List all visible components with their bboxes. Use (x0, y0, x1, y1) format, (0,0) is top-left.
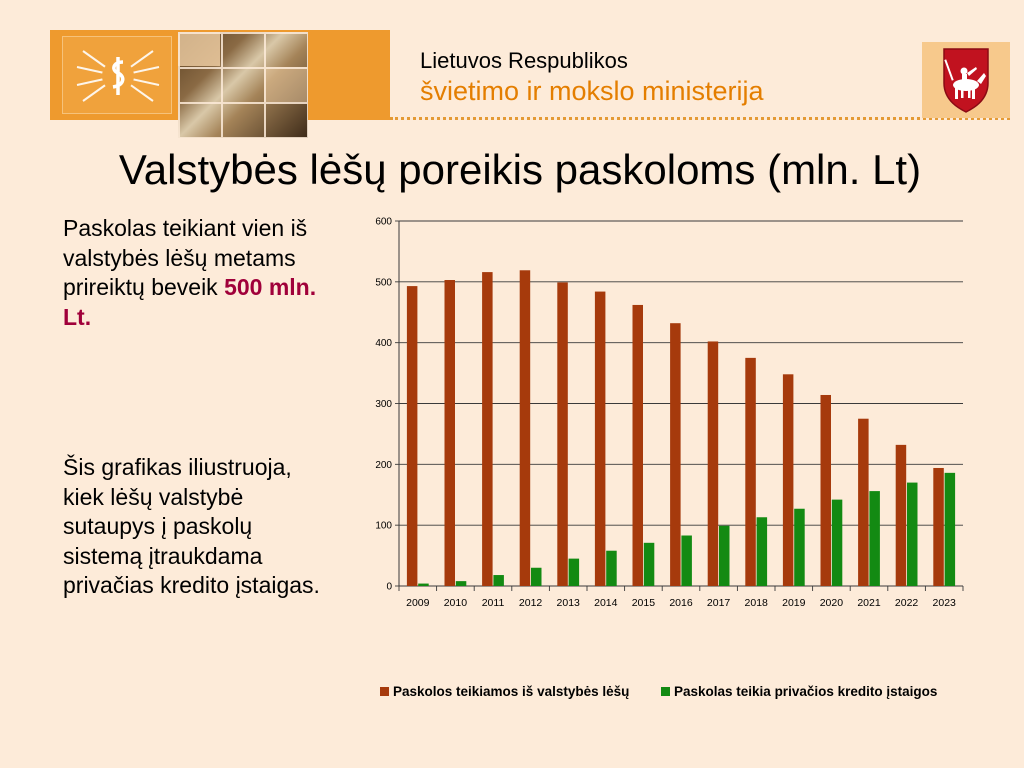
ministry-emblem-icon (62, 36, 172, 114)
x-tick-label: 2011 (482, 597, 505, 609)
bar-state-funds (745, 357, 756, 586)
x-tick-label: 2020 (820, 597, 844, 609)
bar-state-funds (858, 418, 869, 586)
bar-state-funds (519, 270, 531, 586)
bar-private-lenders (756, 517, 768, 586)
ministry-name-line1: Lietuvos Respublikos (420, 48, 628, 73)
bar-private-lenders (455, 581, 467, 586)
legend-label-private: Paskolas teikia privačios kredito įstaig… (674, 684, 937, 699)
bar-private-lenders (869, 491, 880, 586)
x-tick-label: 2019 (782, 597, 806, 609)
legend-label-state: Paskolos teikiamos iš valstybės lėšų (393, 684, 629, 699)
bar-private-lenders (418, 583, 429, 586)
y-tick-label: 100 (375, 521, 392, 532)
bar-private-lenders (944, 472, 956, 586)
chart-axes (395, 220, 964, 591)
y-tick-label: 0 (386, 582, 392, 593)
chart-tick-labels: 0 100 200 300 400 500 600 2009 2010 2011 2012 2013 2… (375, 217, 956, 610)
bar-private-lenders (493, 575, 504, 586)
highlight-amount: 500 mln. Lt. (63, 274, 317, 330)
x-tick-label: 2010 (444, 597, 468, 609)
bar-state-funds (632, 304, 643, 586)
bar-state-funds (782, 374, 794, 586)
legend-swatch-private (661, 687, 670, 696)
header-dotted-rule (390, 117, 1010, 120)
chart-bars (406, 270, 956, 586)
bar-state-funds (933, 467, 944, 586)
bar-state-funds (444, 280, 455, 586)
bar-chart: 0 100 200 300 400 500 600 2009 2010 2011 2012 2013 2… (375, 217, 964, 699)
x-tick-label: 2013 (557, 597, 581, 609)
x-tick-label: 2009 (406, 597, 430, 609)
bar-private-lenders (907, 482, 918, 586)
bar-private-lenders (531, 567, 542, 586)
bar-state-funds (594, 291, 606, 586)
ministry-name-line2: švietimo ir mokslo ministerija (420, 76, 764, 106)
text-paragraph-1: Paskolas teikiant vien iš valstybės lėšų… (63, 214, 323, 332)
text-paragraph-2: Šis grafikas iliustruoja, kiek lėšų vals… (63, 454, 320, 598)
y-tick-label: 400 (375, 338, 392, 349)
chart-legend: Paskolos teikiamos iš valstybės lėšų Pask… (380, 684, 937, 699)
vytis-coat-of-arms-icon (922, 42, 1010, 118)
bar-private-lenders (719, 525, 730, 586)
y-tick-label: 300 (375, 399, 392, 410)
bar-state-funds (482, 272, 493, 586)
x-tick-label: 2012 (519, 597, 543, 609)
bar-private-lenders (568, 558, 580, 586)
legend-swatch-state (380, 687, 389, 696)
x-tick-label: 2015 (632, 597, 656, 609)
bar-state-funds (707, 341, 719, 586)
header-photo-grid (178, 32, 308, 138)
slide-header: Lietuvos Respublikos švietimo ir mokslo … (0, 0, 1024, 140)
x-tick-label: 2018 (745, 597, 769, 609)
y-tick-label: 600 (375, 217, 392, 228)
paragraph-1-text: Paskolas teikiant vien iš valstybės lėšų… (63, 215, 308, 300)
bar-state-funds (670, 323, 681, 586)
bar-private-lenders (831, 499, 843, 586)
bar-state-funds (820, 394, 831, 586)
bar-private-lenders (681, 535, 692, 586)
bar-state-funds (557, 282, 568, 586)
bar-private-lenders (606, 550, 617, 586)
banner-stripe (308, 58, 390, 120)
x-tick-label: 2016 (669, 597, 693, 609)
y-tick-label: 500 (375, 277, 392, 288)
y-tick-label: 200 (375, 460, 392, 471)
x-tick-label: 2017 (707, 597, 731, 609)
x-tick-label: 2023 (933, 597, 957, 609)
x-tick-label: 2021 (857, 597, 881, 609)
x-tick-label: 2014 (594, 597, 618, 609)
bar-private-lenders (643, 542, 655, 586)
bar-state-funds (895, 444, 907, 586)
slide-title: Valstybės lėšų poreikis paskoloms (mln. … (118, 146, 922, 193)
bar-state-funds (406, 286, 418, 586)
x-tick-label: 2022 (895, 597, 919, 609)
bar-private-lenders (794, 508, 805, 586)
